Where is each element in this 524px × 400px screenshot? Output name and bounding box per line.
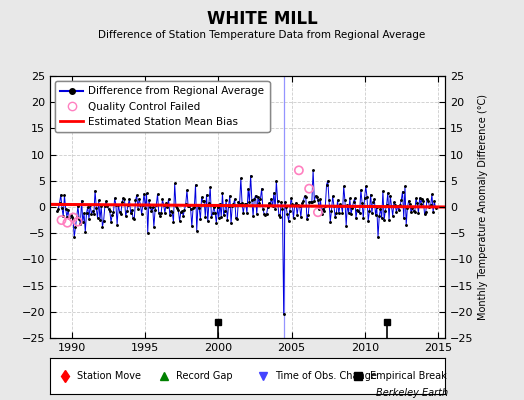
Text: Station Move: Station Move xyxy=(78,371,141,381)
Point xyxy=(57,217,66,223)
Text: Record Gap: Record Gap xyxy=(177,371,233,381)
Text: Berkeley Earth: Berkeley Earth xyxy=(376,388,448,398)
Text: Time of Obs. Change: Time of Obs. Change xyxy=(275,371,377,381)
Point xyxy=(69,214,78,221)
Text: WHITE MILL: WHITE MILL xyxy=(206,10,318,28)
Legend: Difference from Regional Average, Quality Control Failed, Estimated Station Mean: Difference from Regional Average, Qualit… xyxy=(55,81,269,132)
Text: Empirical Break: Empirical Break xyxy=(370,371,447,381)
Point xyxy=(73,218,82,225)
Point xyxy=(314,209,322,216)
Point xyxy=(63,220,72,226)
Point xyxy=(294,167,303,174)
Text: Difference of Station Temperature Data from Regional Average: Difference of Station Temperature Data f… xyxy=(99,30,425,40)
Point xyxy=(305,186,313,192)
Y-axis label: Monthly Temperature Anomaly Difference (°C): Monthly Temperature Anomaly Difference (… xyxy=(478,94,488,320)
